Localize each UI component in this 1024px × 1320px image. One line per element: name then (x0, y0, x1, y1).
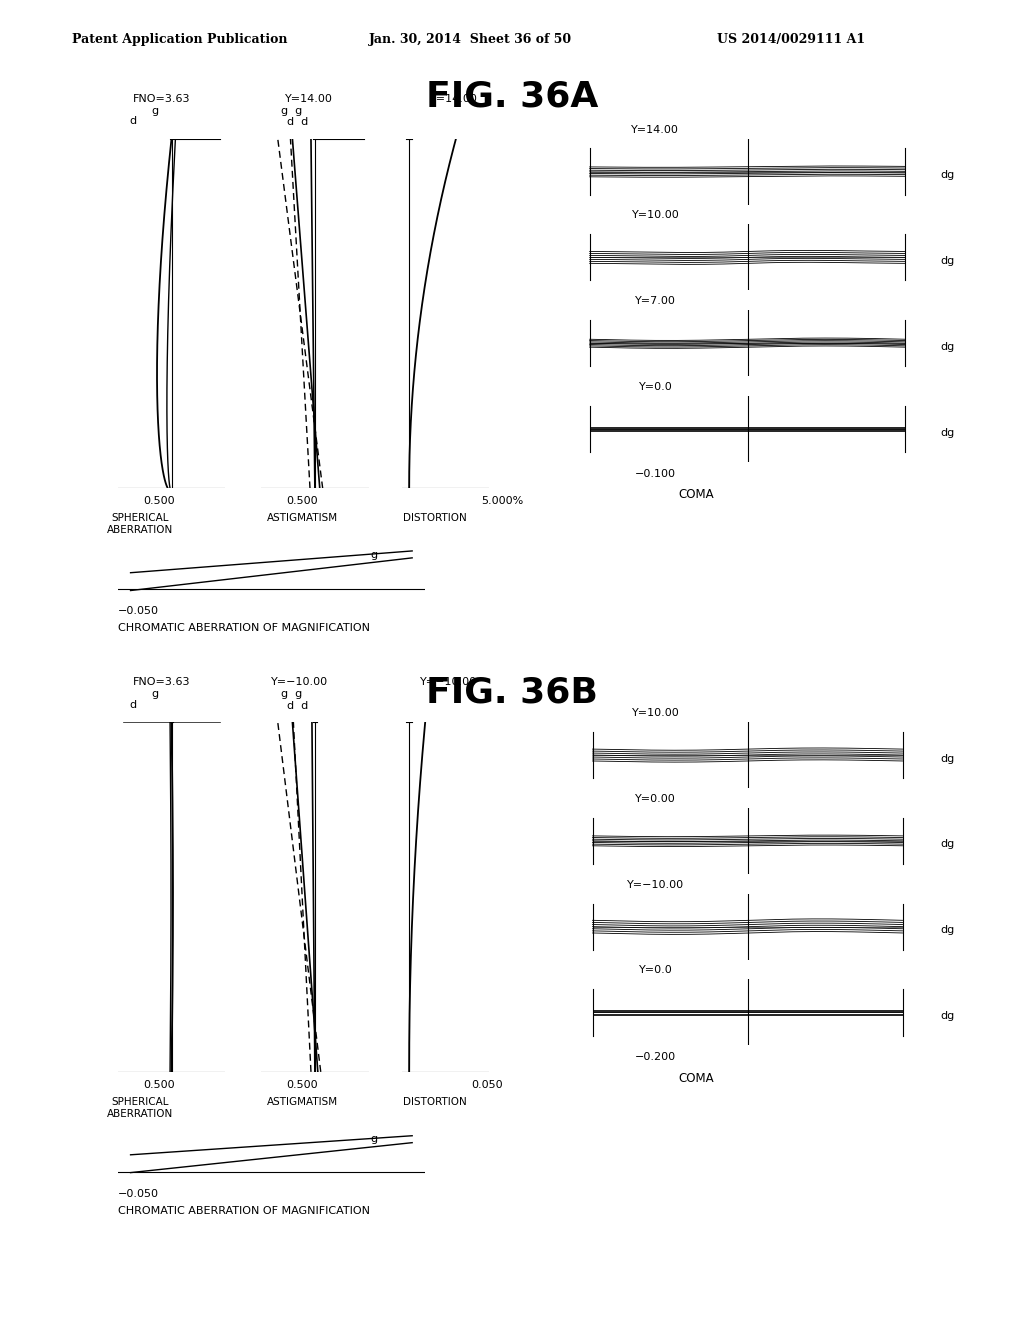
Text: ASTIGMATISM: ASTIGMATISM (266, 513, 338, 524)
Text: d: d (129, 700, 136, 710)
Text: FNO=3.63: FNO=3.63 (133, 94, 190, 104)
Text: Y=10.00: Y=10.00 (632, 708, 679, 718)
Text: FIG. 36A: FIG. 36A (426, 79, 598, 114)
Text: COMA: COMA (679, 1072, 714, 1085)
Text: Y=14.00: Y=14.00 (632, 124, 679, 135)
Text: g  g: g g (281, 689, 302, 700)
Text: d: d (129, 116, 136, 127)
Text: SPHERICAL: SPHERICAL (112, 1097, 169, 1107)
Text: Y=−10.00: Y=−10.00 (627, 879, 684, 890)
Text: g: g (152, 689, 159, 700)
Text: −0.100: −0.100 (635, 469, 676, 479)
Text: Y=0.0: Y=0.0 (639, 965, 672, 975)
Text: ABERRATION: ABERRATION (108, 525, 173, 536)
Text: Y=7.00: Y=7.00 (635, 296, 676, 306)
Text: Y=14.00: Y=14.00 (285, 94, 333, 104)
Text: Y=0.00: Y=0.00 (635, 793, 676, 804)
Text: CHROMATIC ABERRATION OF MAGNIFICATION: CHROMATIC ABERRATION OF MAGNIFICATION (118, 623, 370, 634)
Text: 5.000%: 5.000% (481, 496, 523, 507)
Text: 0.500: 0.500 (143, 1080, 174, 1090)
Text: Y=−10.00: Y=−10.00 (271, 677, 329, 688)
Text: SPHERICAL: SPHERICAL (112, 513, 169, 524)
Text: −0.200: −0.200 (635, 1052, 676, 1063)
Text: Y=−10.00: Y=−10.00 (420, 677, 477, 688)
Text: DISTORTION: DISTORTION (403, 513, 467, 524)
Text: Y=10.00: Y=10.00 (632, 210, 679, 220)
Text: Jan. 30, 2014  Sheet 36 of 50: Jan. 30, 2014 Sheet 36 of 50 (369, 33, 571, 46)
Text: 0.050: 0.050 (471, 1080, 503, 1090)
Text: dg: dg (940, 256, 954, 267)
Text: 0.500: 0.500 (143, 496, 174, 507)
Text: g  g: g g (281, 106, 302, 116)
Text: dg: dg (940, 170, 954, 181)
Text: US 2014/0029111 A1: US 2014/0029111 A1 (717, 33, 865, 46)
Text: COMA: COMA (679, 488, 714, 502)
Text: g: g (371, 550, 377, 561)
Text: d  d: d d (287, 117, 308, 128)
Text: FNO=3.63: FNO=3.63 (133, 677, 190, 688)
Text: 0.500: 0.500 (287, 1080, 317, 1090)
Text: 0.500: 0.500 (287, 496, 317, 507)
Text: g: g (152, 106, 159, 116)
Text: dg: dg (940, 428, 954, 438)
Text: dg: dg (940, 754, 954, 764)
Text: Y=14.00: Y=14.00 (430, 94, 478, 104)
Text: dg: dg (940, 1011, 954, 1022)
Text: dg: dg (940, 840, 954, 850)
Text: dg: dg (940, 342, 954, 352)
Text: Patent Application Publication: Patent Application Publication (72, 33, 287, 46)
Text: FIG. 36B: FIG. 36B (426, 676, 598, 710)
Text: ASTIGMATISM: ASTIGMATISM (266, 1097, 338, 1107)
Text: −0.050: −0.050 (118, 1189, 159, 1200)
Text: ABERRATION: ABERRATION (108, 1109, 173, 1119)
Text: dg: dg (940, 925, 954, 936)
Text: Y=0.0: Y=0.0 (639, 381, 672, 392)
Text: g: g (371, 1134, 377, 1144)
Text: DISTORTION: DISTORTION (403, 1097, 467, 1107)
Text: −0.050: −0.050 (118, 606, 159, 616)
Text: CHROMATIC ABERRATION OF MAGNIFICATION: CHROMATIC ABERRATION OF MAGNIFICATION (118, 1206, 370, 1217)
Text: d  d: d d (287, 701, 308, 711)
